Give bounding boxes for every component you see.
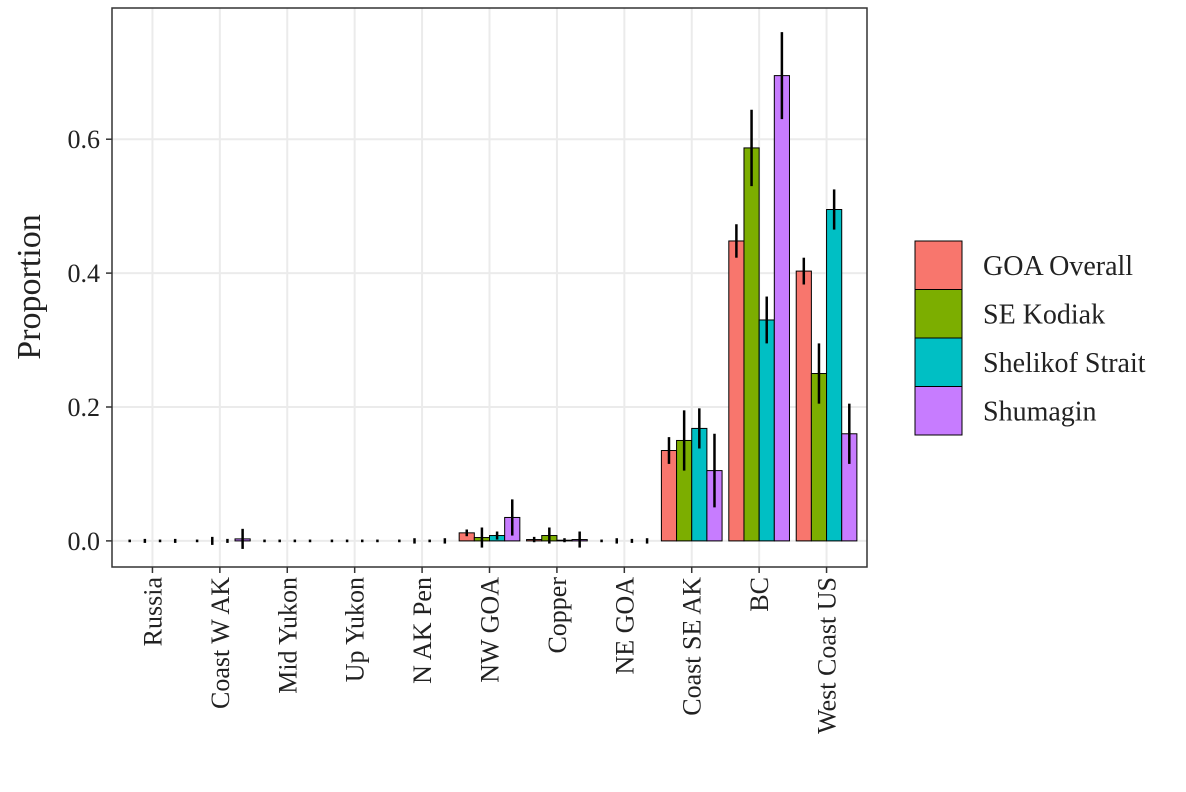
legend-label: SE Kodiak: [983, 300, 1105, 331]
x-tick-label: Coast SE AK: [678, 577, 707, 716]
bar: [826, 209, 843, 542]
legend-label: Shelikof Strait: [983, 348, 1146, 379]
x-tick-label: Coast W AK: [206, 577, 235, 709]
bar: [773, 75, 790, 542]
x-tick-label: Russia: [138, 577, 167, 647]
x-tick-label: BC: [745, 577, 774, 612]
bar: [795, 270, 812, 542]
x-tick-label: N AK Pen: [408, 577, 437, 684]
bar: [728, 240, 745, 542]
bar: [743, 147, 760, 542]
legend-label: GOA Overall: [983, 251, 1133, 282]
legend-label: Shumagin: [983, 397, 1097, 428]
legend-swatch: [914, 240, 963, 290]
x-tick-label: Up Yukon: [341, 577, 370, 682]
x-tick-label: Copper: [543, 577, 572, 654]
y-tick-label: 0.2: [68, 393, 101, 422]
y-tick-label: 0.0: [68, 527, 101, 556]
y-axis-title: Proportion: [11, 214, 48, 359]
x-tick-label: NE GOA: [610, 577, 639, 675]
x-tick-label: Mid Yukon: [273, 577, 302, 694]
y-tick-label: 0.6: [68, 125, 101, 154]
x-tick-label: West Coast US: [813, 577, 842, 734]
x-tick-label: NW GOA: [476, 577, 505, 683]
bar: [758, 319, 775, 542]
plot-border: [111, 7, 868, 568]
bar: [660, 450, 678, 542]
legend-swatch: [914, 289, 963, 339]
legend-swatch: [914, 386, 963, 436]
y-tick-label: 0.4: [68, 259, 101, 288]
legend-swatch: [914, 337, 963, 387]
